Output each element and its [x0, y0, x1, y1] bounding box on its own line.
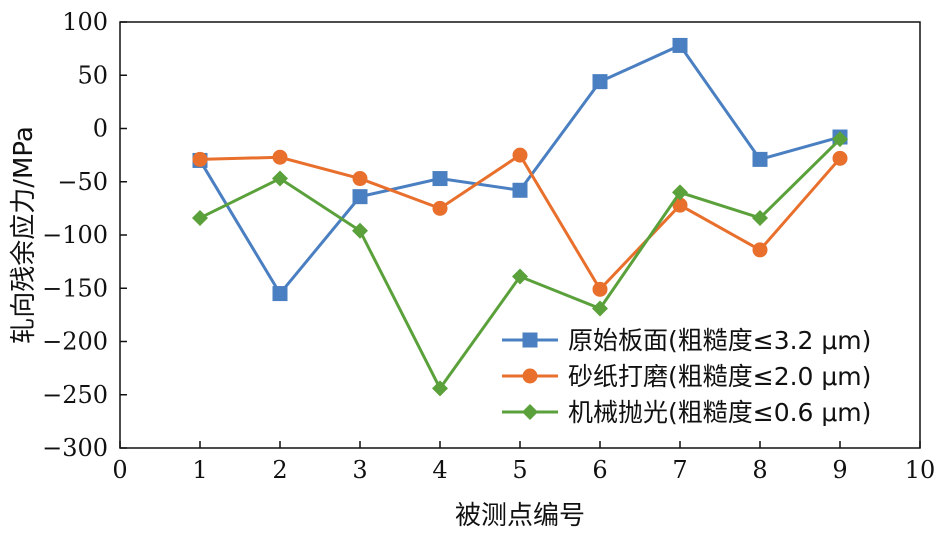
data-point [432, 200, 448, 216]
y-tick-label: 100 [62, 8, 108, 36]
data-point [272, 170, 288, 187]
data-point [432, 380, 448, 397]
y-tick-label: −150 [42, 274, 108, 302]
x-tick-label: 6 [592, 456, 607, 484]
y-tick-label: −200 [42, 328, 108, 356]
series-layer [192, 37, 848, 397]
y-axis-title: 轧向残余应力/MPa [9, 126, 39, 344]
legend-marker [522, 332, 538, 348]
data-point [752, 151, 768, 167]
y-tick-label: −300 [42, 434, 108, 462]
y-tick-label: 0 [93, 115, 108, 143]
x-tick-label: 2 [272, 456, 287, 484]
data-point [832, 150, 848, 166]
data-point [752, 242, 768, 258]
series-circle [192, 147, 848, 297]
data-point [592, 281, 608, 297]
x-tick-label: 3 [352, 456, 367, 484]
data-point [592, 74, 608, 90]
legend: 原始板面(粗糙度≤3.2 μm) 砂纸打磨(粗糙度≤2.0 μm) 机械抛光(粗糙度… [502, 326, 871, 427]
data-point [352, 171, 368, 187]
series-line [198, 43, 841, 297]
data-point [272, 286, 288, 302]
data-point [432, 171, 448, 187]
x-tick-label: 5 [512, 456, 527, 484]
data-point [832, 131, 848, 148]
data-point [672, 184, 688, 201]
legend-item: 原始板面(粗糙度≤3.2 μm) [502, 326, 871, 355]
data-point [592, 300, 608, 317]
legend-label: 砂纸打磨(粗糙度≤2.0 μm) [568, 362, 871, 391]
legend-item: 机械抛光(粗糙度≤0.6 μm) [502, 398, 871, 427]
data-point [352, 189, 368, 205]
axes: 0 1 2 3 4 5 6 7 8 9 10 100 50 0 −50 −100 −150 −200 −250 −30… [42, 8, 935, 484]
legend-item: 砂纸打磨(粗糙度≤2.0 μm) [502, 362, 871, 391]
data-point [512, 147, 528, 163]
y-tick-label: −50 [57, 168, 108, 196]
x-axis-title: 被测点编号 [455, 501, 585, 531]
data-point [272, 149, 288, 165]
data-point [192, 209, 208, 226]
x-tick-label: 9 [832, 456, 847, 484]
data-point [672, 37, 688, 53]
series-square [192, 37, 848, 302]
x-tick-label: 10 [905, 456, 936, 484]
x-tick-label: 0 [112, 456, 127, 484]
legend-label: 原始板面(粗糙度≤3.2 μm) [568, 326, 871, 355]
x-tick-label: 1 [192, 456, 207, 484]
x-tick-label: 8 [752, 456, 767, 484]
data-point [672, 197, 688, 213]
x-tick-label: 7 [672, 456, 687, 484]
legend-marker [522, 368, 538, 384]
x-tick-label: 4 [432, 456, 447, 484]
legend-label: 机械抛光(粗糙度≤0.6 μm) [568, 398, 871, 427]
y-tick-label: −100 [42, 221, 108, 249]
data-point [192, 151, 208, 167]
data-point [752, 209, 768, 226]
data-point [352, 222, 368, 239]
data-point [512, 268, 528, 285]
y-tick-label: −250 [42, 381, 108, 409]
series-diamond [192, 131, 848, 397]
y-tick-label: 50 [77, 61, 108, 89]
data-point [512, 182, 528, 198]
legend-marker [522, 404, 538, 420]
